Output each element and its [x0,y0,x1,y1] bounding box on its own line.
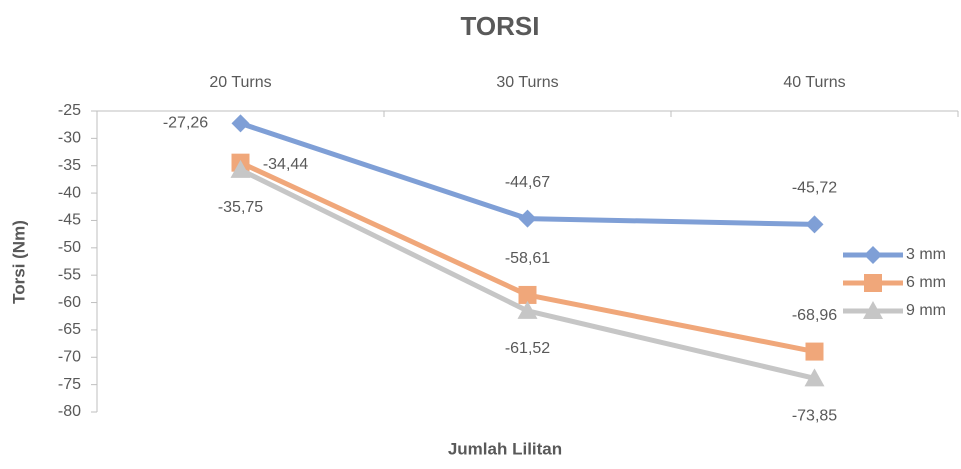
y-tick-label: -65 [58,321,81,338]
data-label: -61,52 [505,340,550,357]
y-tick-label: -55 [58,266,81,283]
y-tick-label: -35 [58,157,81,174]
data-label: -58,61 [505,250,550,267]
marker [806,343,824,361]
y-tick-label: -50 [58,239,81,256]
marker [519,210,537,228]
marker [864,274,882,292]
chart-title: TORSI [461,11,540,41]
data-label: -27,26 [163,115,208,132]
x-tick-label: 30 Turns [496,74,558,91]
data-label: -44,67 [505,174,550,191]
y-tick-label: -25 [58,102,81,119]
legend-label: 6 mm [906,274,946,291]
x-tick-label: 20 Turns [209,74,271,91]
legend-label: 3 mm [906,246,946,263]
y-tick-label: -45 [58,212,81,229]
data-label: -34,44 [263,156,308,173]
marker [864,246,882,264]
marker [232,114,250,132]
data-label: -35,75 [218,199,263,216]
y-tick-label: -30 [58,130,81,147]
x-axis-title: Jumlah Lilitan [448,439,562,458]
y-tick-label: -80 [58,403,81,420]
data-label: -45,72 [792,180,837,197]
x-tick-label: 40 Turns [783,74,845,91]
y-tick-label: -75 [58,376,81,393]
y-axis-title: Torsi (Nm) [9,220,28,304]
y-tick-label: -40 [58,184,81,201]
y-tick-label: -70 [58,348,81,365]
data-label: -68,96 [792,307,837,324]
data-label: -73,85 [792,408,837,425]
y-tick-label: -60 [58,294,81,311]
marker [806,215,824,233]
chart: TORSI Jumlah Lilitan Torsi (Nm) -25 -30 -3… [0,0,961,464]
legend-label: 9 mm [906,302,946,319]
